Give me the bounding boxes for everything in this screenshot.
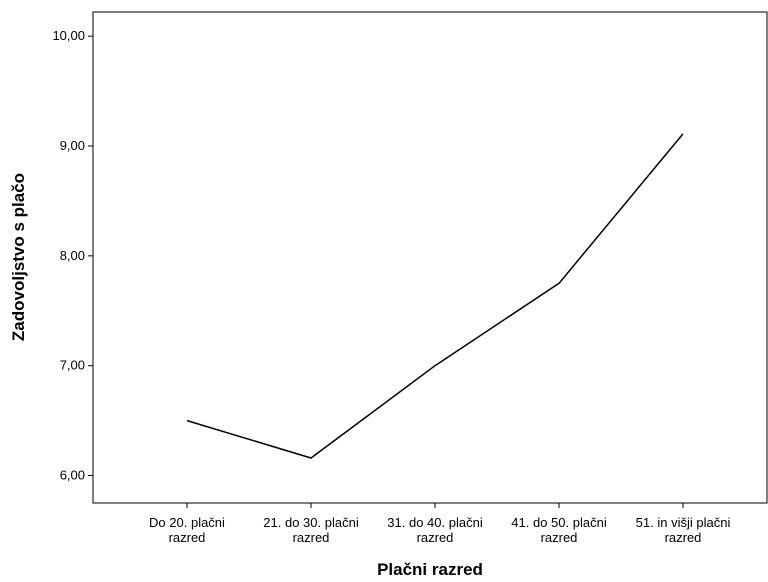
y-tick-label: 7,00 (60, 358, 85, 373)
y-axis: 6,00 7,00 8,00 9,00 10,00 (52, 28, 93, 483)
x-axis-title: Plačni razred (377, 560, 483, 579)
y-tick-label: 8,00 (60, 248, 85, 263)
y-tick-label: 6,00 (60, 468, 85, 483)
y-axis-title: Zadovoljstvo s plačo (9, 173, 28, 341)
x-tick-label: 41. do 50. plačni razred (511, 515, 607, 545)
x-tick-label: 31. do 40. plačni razred (387, 515, 483, 545)
plot-frame (92, 11, 768, 504)
y-tick-label: 10,00 (52, 28, 85, 43)
y-tick-label: 9,00 (60, 138, 85, 153)
x-tick-label: 51. in višji plačni razred (636, 515, 731, 545)
x-tick-label: Do 20. plačni razred (149, 515, 225, 545)
x-axis: Do 20. plačni razred 21. do 30. plačni razr… (149, 503, 730, 545)
series-line (186, 133, 684, 459)
x-tick-label: 21. do 30. plačni razred (263, 515, 359, 545)
